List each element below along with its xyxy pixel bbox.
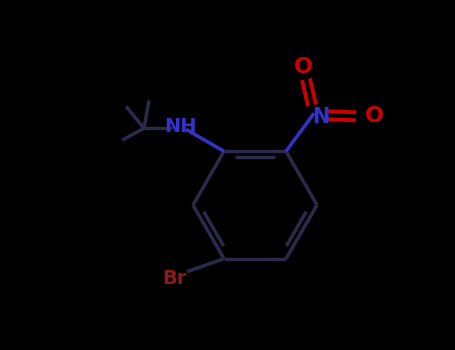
Text: NH: NH [165,117,197,136]
Text: O: O [364,106,384,126]
Text: Br: Br [162,269,186,288]
Text: N: N [312,107,330,127]
Text: O: O [293,57,313,77]
